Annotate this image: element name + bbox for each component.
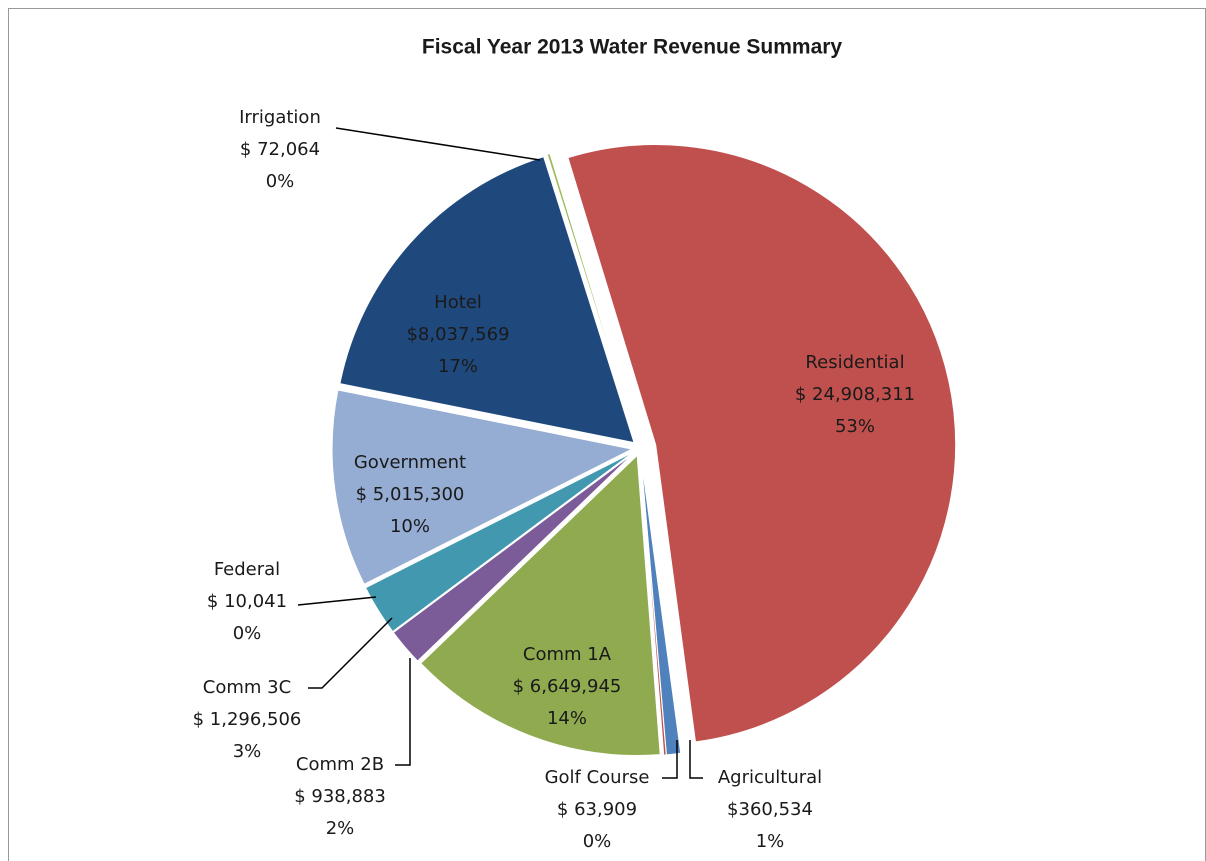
value-label: $ 72,064 [240, 139, 320, 160]
value-label: $ 6,649,945 [513, 676, 622, 697]
leader-line [335, 127, 541, 161]
percent-label: 3% [233, 741, 262, 762]
pie-slice [339, 155, 635, 444]
value-label: $ 63,909 [557, 799, 637, 820]
leader-line [297, 596, 377, 606]
percent-label: 1% [756, 831, 785, 852]
slice-label: Comm 3C [203, 677, 291, 698]
pie-slice [640, 455, 667, 756]
slice-label: Irrigation [239, 107, 321, 128]
value-label: $ 5,015,300 [356, 484, 465, 505]
value-label: $8,037,569 [406, 324, 509, 345]
percent-label: 0% [233, 623, 262, 644]
value-label: $360,534 [727, 799, 813, 820]
percent-label: 10% [390, 516, 430, 537]
pie-slice [364, 451, 634, 633]
value-label: $ 10,041 [207, 591, 287, 612]
slice-label: Hotel [434, 292, 482, 313]
chart-title: Fiscal Year 2013 Water Revenue Summary [422, 36, 843, 59]
percent-label: 14% [547, 708, 587, 729]
slice-label: Comm 2B [296, 754, 384, 775]
percent-label: 53% [835, 416, 875, 437]
slice-label: Golf Course [545, 767, 650, 788]
percent-label: 0% [266, 171, 295, 192]
slice-label: Agricultural [718, 767, 822, 788]
slice-label: Comm 1A [523, 644, 612, 665]
leader-line [395, 658, 411, 766]
percent-label: 0% [583, 831, 612, 852]
slice-label: Government [354, 452, 466, 473]
value-label: $ 1,296,506 [193, 709, 302, 730]
pie-slice [331, 389, 634, 585]
leader-line [308, 617, 393, 689]
slice-label: Federal [214, 559, 280, 580]
leader-line [689, 740, 703, 779]
pie-slice [392, 452, 635, 662]
slice-label: Residential [805, 352, 904, 373]
leader-line [662, 740, 678, 779]
value-label: $ 24,908,311 [795, 384, 915, 405]
pie-slice [364, 451, 634, 588]
pie-slice [546, 152, 639, 441]
value-label: $ 938,883 [294, 786, 386, 807]
pie-slice [420, 454, 661, 756]
percent-label: 17% [438, 356, 478, 377]
pie-slice [567, 144, 957, 743]
percent-label: 2% [326, 818, 355, 839]
